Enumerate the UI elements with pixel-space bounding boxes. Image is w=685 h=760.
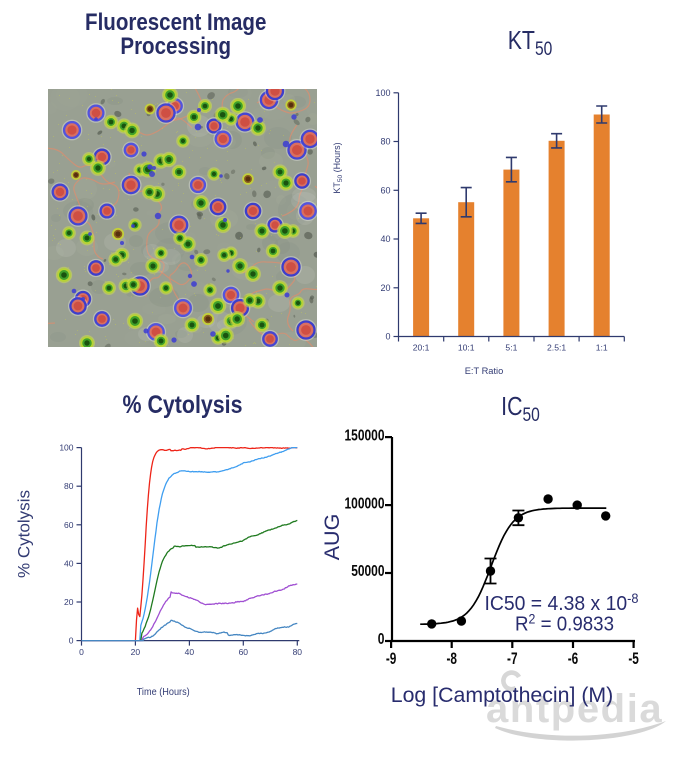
svg-text:20: 20 [64, 597, 74, 607]
svg-text:80: 80 [293, 647, 303, 657]
svg-text:60: 60 [239, 647, 249, 657]
svg-text:2.5:1: 2.5:1 [547, 342, 566, 352]
svg-text:1:1: 1:1 [596, 342, 608, 352]
svg-text:-6: -6 [568, 649, 579, 668]
svg-text:20: 20 [380, 283, 390, 293]
svg-text:100: 100 [59, 443, 73, 453]
svg-text:KT50 (Hours): KT50 (Hours) [332, 142, 344, 193]
svg-text:antpedia: antpedia [486, 687, 663, 731]
svg-text:0: 0 [69, 636, 74, 646]
svg-text:60: 60 [64, 520, 74, 530]
svg-text:Log [Camptothecin] (M): Log [Camptothecin] (M) [391, 683, 614, 707]
svg-text:Time (Hours): Time (Hours) [137, 687, 190, 698]
svg-text:0: 0 [79, 647, 84, 657]
svg-text:20: 20 [131, 647, 141, 657]
svg-text:40: 40 [380, 234, 390, 244]
svg-text:40: 40 [64, 558, 74, 568]
svg-text:-9: -9 [386, 649, 397, 668]
svg-text:-7: -7 [507, 649, 518, 668]
svg-text:0: 0 [378, 631, 385, 648]
svg-text:% Cytolysis: % Cytolysis [16, 490, 34, 578]
svg-text:80: 80 [380, 137, 390, 147]
svg-text:5:1: 5:1 [505, 342, 517, 352]
svg-text:AUG: AUG [320, 514, 344, 561]
svg-text:-8: -8 [446, 649, 457, 668]
svg-text:50000: 50000 [351, 563, 384, 580]
svg-text:E:T Ratio: E:T Ratio [465, 366, 504, 376]
svg-text:0: 0 [385, 332, 390, 342]
svg-text:100000: 100000 [345, 495, 385, 512]
svg-text:20:1: 20:1 [413, 342, 430, 352]
svg-text:80: 80 [64, 481, 74, 491]
svg-text:R2 = 0.9833: R2 = 0.9833 [515, 612, 614, 636]
svg-text:10:1: 10:1 [458, 342, 475, 352]
svg-text:40: 40 [185, 647, 195, 657]
svg-text:IC50 = 4.38 x 10-8: IC50 = 4.38 x 10-8 [485, 591, 639, 615]
svg-text:60: 60 [380, 186, 390, 196]
svg-text:100: 100 [375, 88, 390, 98]
svg-text:-5: -5 [628, 649, 639, 668]
svg-text:150000: 150000 [345, 427, 385, 444]
